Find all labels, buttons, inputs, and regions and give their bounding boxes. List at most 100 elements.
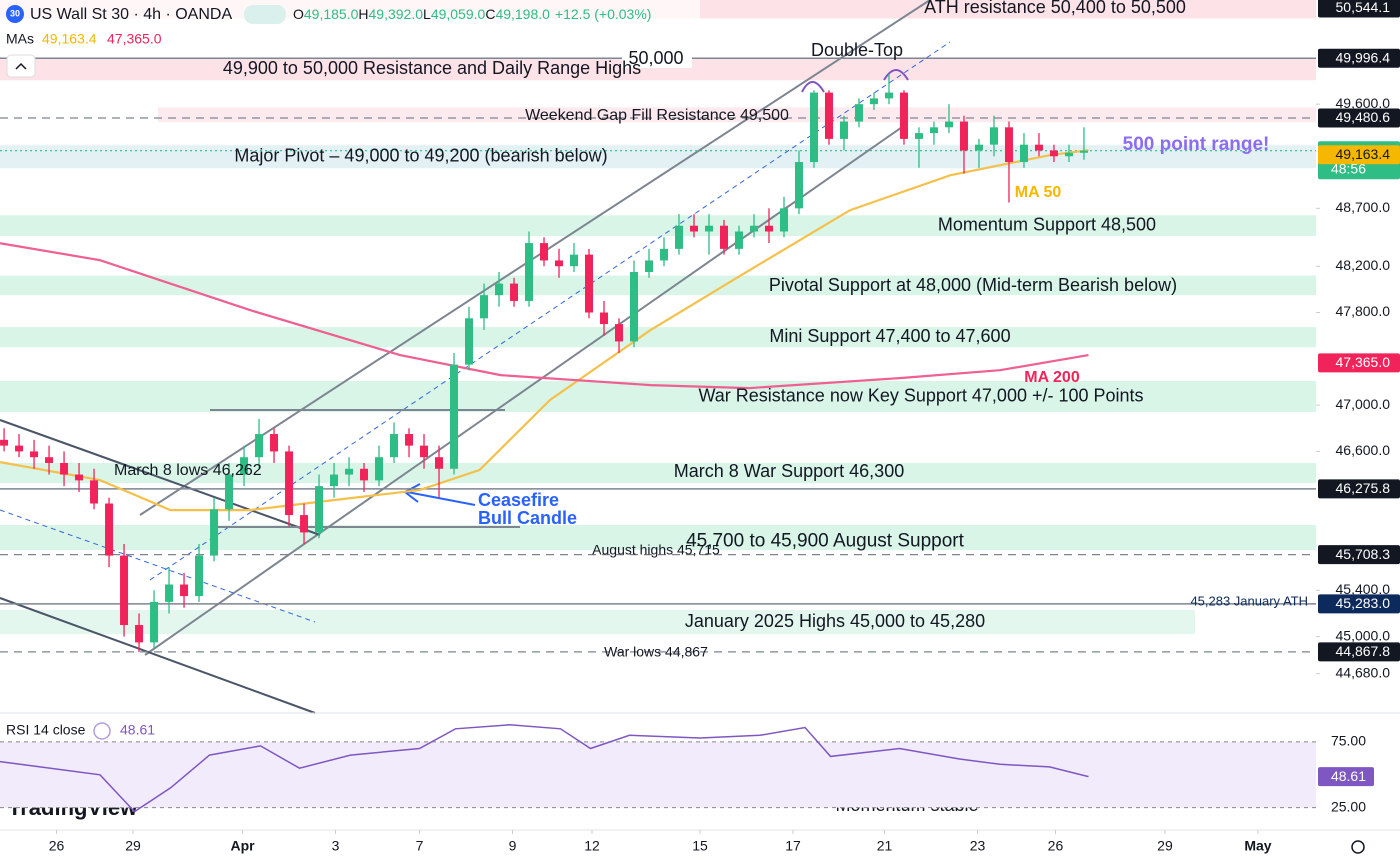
candle-body	[1004, 127, 1013, 163]
y-tick-label: 48,200.0	[1336, 257, 1391, 273]
price-badge-label: 49,163.4	[1336, 146, 1391, 162]
y-tick-label: 45,400.0	[1336, 581, 1391, 597]
candle-body	[195, 555, 204, 597]
candle-body	[90, 480, 99, 504]
candle-body	[525, 243, 534, 301]
price-badge-label: 49,480.6	[1336, 109, 1391, 125]
annotation: War lows 44,867	[604, 644, 708, 660]
rsi-name: RSI 14 close	[6, 722, 86, 738]
candle-body	[1049, 150, 1058, 157]
zone-label: Major Pivot – 49,000 to 49,200 (bearish …	[234, 146, 607, 166]
symbol-icon	[6, 5, 24, 23]
plot	[0, 57, 1320, 675]
candle-body	[615, 324, 624, 342]
collapse-button[interactable]	[6, 54, 36, 78]
price-badge-label: 46,275.8	[1336, 480, 1391, 496]
double-top-arc	[883, 69, 909, 81]
price-badge	[1318, 479, 1400, 499]
candle-body	[105, 503, 114, 556]
ohlc-item: L	[423, 6, 431, 22]
candle-body	[690, 225, 699, 232]
x-tick-label: 12	[584, 838, 600, 854]
candle-body	[30, 451, 39, 458]
annotation: 45,283 January ATH	[1190, 593, 1308, 608]
price-badge	[1318, 145, 1400, 165]
price-badge-label: 49,996.4	[1336, 49, 1391, 65]
candle-body	[390, 434, 399, 458]
x-tick-label: 15	[692, 838, 708, 854]
candle-body	[660, 248, 669, 261]
ma-value: 49,163.4	[42, 31, 97, 47]
y-tick-label: 47,800.0	[1336, 303, 1391, 319]
candle-body	[345, 468, 354, 475]
channel-upper	[139, 0, 931, 516]
candle-body	[869, 98, 878, 105]
candle-body	[645, 260, 654, 273]
price-badge-label: 45,283.0	[1336, 595, 1391, 611]
settings-icon[interactable]	[1351, 840, 1365, 854]
down-channel-lower	[0, 597, 316, 714]
zone-label: Momentum Support 48,500	[938, 214, 1156, 234]
zone	[0, 215, 1316, 237]
candle-body	[585, 254, 594, 313]
candle-body	[899, 92, 908, 139]
candle-body	[510, 283, 519, 301]
ohlc-item: 49,059.0	[431, 6, 486, 22]
price-badge	[1318, 642, 1400, 662]
candle-body	[240, 457, 249, 475]
rsi-icon[interactable]	[93, 722, 111, 740]
price-badge	[1318, 594, 1400, 614]
candle-body	[719, 225, 728, 249]
annotation: 50,000	[628, 48, 683, 68]
candle-body	[75, 474, 84, 481]
annotation: August highs 45,715	[592, 542, 720, 558]
candle-body	[375, 457, 384, 481]
ohlc-item: 49,185.0	[304, 6, 359, 22]
annotations: 50,000 Double-Top 500 point range! MA 50…	[114, 0, 1308, 660]
candle-body	[704, 225, 713, 232]
status-pill[interactable]	[244, 5, 286, 24]
rsi-tick-label: 25.00	[1331, 798, 1366, 814]
candle-body	[255, 434, 264, 458]
channel-lower	[144, 124, 906, 656]
annotation: Ceasefire	[478, 490, 559, 510]
x-tick-label: Apr	[230, 838, 255, 854]
candle-body	[45, 457, 54, 463]
drawings	[0, 0, 951, 714]
candle-body	[60, 462, 69, 475]
candle-body	[749, 225, 758, 232]
ohlc-item: O	[293, 6, 304, 22]
zone-label: 45,700 to 45,900 August Support	[686, 531, 965, 552]
rsi-badge-label: 48.61	[1331, 768, 1366, 784]
y-tick-label: 49,600.0	[1336, 95, 1391, 111]
double-top-arc	[801, 81, 825, 93]
ohlc: O49,185.0H49,392.0L49,059.0C49,198.0 +12.…	[293, 6, 651, 22]
price-badge	[1318, 545, 1400, 565]
zone-label: Pivotal Support at 48,000 (Mid-term Bear…	[769, 275, 1177, 295]
rsi-badge	[1318, 767, 1374, 787]
candle-body	[315, 486, 324, 533]
annotation: MA 50	[1015, 184, 1062, 201]
ceasefire-arrow	[403, 483, 476, 506]
candle-body	[165, 584, 174, 602]
candle-body	[555, 260, 564, 267]
ma-line	[0, 242, 1089, 390]
candle-body	[225, 474, 234, 510]
candle-body	[1019, 144, 1028, 163]
candle-body	[540, 243, 549, 261]
ohlc-item: H	[358, 6, 368, 22]
candle-body	[150, 601, 159, 643]
candle-body	[824, 92, 833, 139]
x-tick-label: 26	[49, 838, 65, 854]
symbol-badge: 30	[10, 8, 20, 18]
annotation: Bull Candle	[478, 508, 577, 528]
price-badge	[1318, 353, 1400, 373]
price-badge	[1318, 48, 1400, 68]
zone-label: War Resistance now Key Support 47,000 +/…	[698, 385, 1143, 405]
symbol: US Wall St 30 · 4h · OANDA	[30, 6, 232, 23]
ma-value: 47,365.0	[107, 31, 162, 47]
label-bg	[622, 50, 692, 68]
candle-body	[764, 225, 773, 232]
rsi-pane: RSI 14 close 48.61 Momentum stable Tradi…	[0, 712, 1400, 820]
